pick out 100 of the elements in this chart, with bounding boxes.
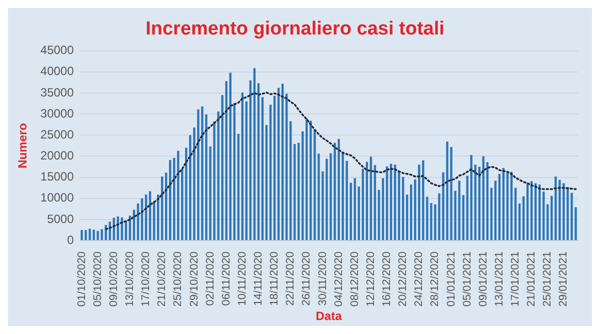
x-tick-label: 01/01/2021 (445, 252, 458, 307)
bar (458, 180, 460, 240)
line-series (104, 92, 577, 230)
x-tick-label: 01/10/2020 (76, 252, 88, 307)
bar (410, 184, 412, 240)
x-tick-label: 24/12/2020 (413, 252, 426, 307)
x-tick-label: 25/01/2021 (542, 252, 554, 307)
bar (84, 230, 87, 240)
y-tick-label: 25000 (40, 127, 74, 142)
bar (546, 204, 549, 240)
x-tick-label: 13/10/2020 (124, 252, 136, 307)
x-tick-label: 05/10/2020 (92, 252, 104, 307)
bar (498, 174, 501, 240)
bar (402, 176, 404, 240)
x-tick-label: 22/11/2020 (284, 252, 297, 306)
bar (558, 180, 561, 240)
bar (506, 172, 509, 240)
bar (237, 134, 240, 240)
bar (197, 109, 200, 240)
bar (100, 229, 103, 240)
bar (310, 120, 312, 240)
bar (294, 144, 296, 240)
bar (96, 230, 99, 240)
x-tick-label: 18/11/2020 (268, 252, 281, 306)
x-tick-label: 17/01/2021 (510, 252, 522, 307)
y-axis-title: Numero (16, 123, 30, 168)
bar (366, 162, 368, 240)
bar (281, 84, 284, 240)
bar (426, 196, 428, 240)
bar (486, 162, 488, 240)
x-tick-label: 21/10/2020 (156, 252, 168, 307)
y-tick-label: 30000 (40, 106, 74, 120)
x-tick-label: 30/11/2020 (316, 252, 329, 306)
bar (290, 121, 292, 240)
y-tick-label: 35000 (40, 85, 74, 100)
x-tick-label: 26/11/2020 (300, 252, 313, 306)
bar (306, 118, 308, 240)
bar (177, 150, 180, 240)
bar (265, 125, 268, 240)
y-tick-label: 10000 (40, 190, 74, 205)
x-tick-label: 09/01/2021 (477, 252, 490, 307)
bar (370, 156, 372, 240)
y-tick-label: 5000 (47, 212, 74, 226)
bar (245, 101, 248, 240)
bar (338, 138, 340, 240)
bar (273, 96, 276, 240)
bar (566, 186, 569, 240)
bar (562, 183, 565, 240)
x-tick-label: 17/10/2020 (140, 252, 152, 307)
x-tick-label: 21/01/2021 (526, 252, 538, 307)
bar (378, 190, 380, 240)
bar (92, 230, 95, 240)
x-tick-label: 05/01/2021 (461, 252, 474, 307)
x-tick-label: 08/12/2020 (348, 252, 361, 307)
x-tick-label: 06/11/2020 (220, 252, 232, 306)
chart-title: Incremento giornaliero casi totali (146, 18, 444, 40)
bar (253, 68, 256, 240)
x-tick-label: 04/12/2020 (332, 252, 345, 307)
y-tick-label: 0 (67, 232, 74, 247)
bar (233, 103, 236, 240)
bar (261, 97, 264, 240)
bar (229, 72, 232, 240)
bar (88, 228, 91, 240)
y-tick-label: 45000 (40, 43, 74, 58)
bar (518, 203, 521, 240)
x-tick-label: 25/10/2020 (172, 252, 184, 307)
x-tick-label: 13/01/2021 (493, 252, 506, 307)
bar (225, 81, 228, 240)
x-tick-label: 09/10/2020 (108, 252, 120, 307)
bar (354, 178, 356, 240)
bar (382, 178, 384, 240)
bar (269, 104, 272, 240)
bar (257, 83, 260, 240)
x-tick-label: 28/12/2020 (429, 252, 442, 307)
bar (398, 172, 400, 240)
y-tick-label: 15000 (40, 170, 74, 184)
x-tick-label: 20/12/2020 (397, 252, 410, 307)
bar (241, 92, 244, 240)
bar (406, 194, 408, 240)
bar (358, 186, 360, 240)
bar (249, 80, 252, 240)
bar (334, 142, 336, 240)
bar (514, 188, 517, 240)
bar (490, 188, 493, 240)
x-tick-label: 14/11/2020 (252, 252, 265, 306)
x-tick-label: 02/11/2020 (204, 252, 216, 306)
bar (522, 196, 525, 240)
bar (362, 168, 364, 240)
x-tick-label: 16/12/2020 (381, 252, 394, 307)
y-tick-label: 40000 (40, 64, 74, 78)
bar (298, 142, 300, 240)
bar (494, 180, 497, 240)
x-tick-label: 29/10/2020 (188, 252, 200, 307)
bar (554, 176, 557, 240)
x-tick-label: 29/01/2021 (558, 252, 570, 307)
bar (201, 106, 204, 240)
bar (80, 230, 83, 240)
x-axis-title: Data (316, 309, 342, 324)
y-tick-label: 20000 (40, 148, 74, 163)
bar (414, 179, 416, 240)
